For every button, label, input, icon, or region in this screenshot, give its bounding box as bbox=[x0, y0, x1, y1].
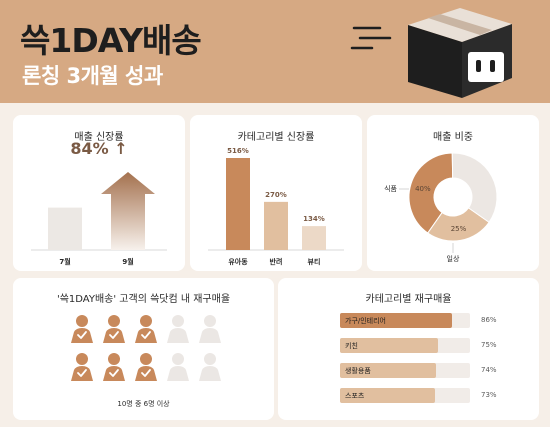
up-arrow-icon: ↑ bbox=[108, 139, 128, 158]
bar-반려 bbox=[264, 201, 288, 250]
hbar-row-가구/인테리어: 가구/인테리어 86% bbox=[340, 313, 528, 328]
tick-label-7월: 7월 bbox=[59, 257, 70, 266]
hbar-value-스포츠: 73% bbox=[481, 391, 497, 399]
hbar-value-생활용품: 74% bbox=[481, 366, 497, 374]
person-icon bbox=[165, 314, 191, 344]
hbar-label-키친: 키친 bbox=[345, 342, 358, 350]
hbar-fill-스포츠 bbox=[340, 388, 435, 403]
box-mascot-icon bbox=[350, 8, 512, 98]
category-repurchase-title: 카테고리별 재구매율 bbox=[365, 294, 452, 305]
hbar-fill-생활용품 bbox=[340, 363, 437, 378]
hbar-label-생활용품: 생활용품 bbox=[345, 367, 371, 375]
person-check-icon bbox=[101, 314, 127, 344]
person-icon bbox=[197, 314, 223, 344]
person-check-icon bbox=[69, 314, 95, 344]
sales-growth-title: 매출 신장률 bbox=[74, 132, 124, 143]
people-grid bbox=[69, 314, 229, 386]
data-label-반려: 270% bbox=[265, 191, 287, 199]
hbar-track: 키친 bbox=[340, 338, 470, 353]
speed-lines-icon bbox=[350, 26, 392, 50]
data-label-유아동: 516% bbox=[227, 147, 249, 155]
header-banner: 쓱1DAY배송 론칭 3개월 성과 bbox=[0, 0, 550, 103]
legend-label-식품: 식품 bbox=[384, 184, 397, 193]
sales-growth-value: 84% ↑ bbox=[13, 139, 185, 158]
hbar-row-스포츠: 스포츠 73% bbox=[340, 388, 528, 403]
bar-뷰티 bbox=[302, 226, 326, 250]
category-growth-chart: 516% 유아동 270% 반려 134% 뷰티 bbox=[208, 147, 344, 266]
hbar-row-생활용품: 생활용품 74% bbox=[340, 363, 528, 378]
data-label-일상: 25% bbox=[451, 225, 467, 233]
hbar-fill-가구/인테리어 bbox=[340, 313, 452, 328]
tick-label-9월: 9월 bbox=[122, 257, 133, 266]
data-label-뷰티: 134% bbox=[303, 215, 325, 223]
sales-growth-chart: 7월 9월 bbox=[31, 172, 167, 266]
hbar-track: 스포츠 bbox=[340, 388, 470, 403]
tick-label-반려: 반려 bbox=[270, 257, 283, 266]
slice-일상 bbox=[427, 207, 490, 242]
hbar-label-스포츠: 스포츠 bbox=[345, 392, 365, 400]
bar-9월 bbox=[101, 172, 155, 250]
legend-label-일상: 일상 bbox=[447, 254, 460, 263]
sales-growth-percent: 84% bbox=[70, 139, 109, 158]
repurchase-card: '쓱1DAY배송' 고객의 쓱닷컴 내 재구매율 10명 중 6명 이상 bbox=[13, 278, 274, 420]
category-share-title: 매출 비중 bbox=[433, 132, 473, 143]
hbar-value-가구/인테리어: 86% bbox=[481, 316, 497, 324]
person-icon bbox=[165, 352, 191, 382]
sales-growth-card: 매출 신장률 84% ↑ 7월 9월 bbox=[13, 115, 185, 271]
person-check-icon bbox=[69, 352, 95, 382]
person-check-icon bbox=[101, 352, 127, 382]
data-label-식품: 40% bbox=[415, 185, 431, 193]
category-repurchase-card: 카테고리별 재구매율 가구/인테리어 86% 키친 75% 생활용품 74% 스포츠 73% bbox=[278, 278, 539, 420]
hbar-fill-키친 bbox=[340, 338, 438, 353]
bar-7월 bbox=[48, 207, 82, 250]
category-growth-title: 카테고리별 신장률 bbox=[237, 132, 315, 143]
hbar-value-키친: 75% bbox=[481, 341, 497, 349]
hbar-row-키친: 키친 75% bbox=[340, 338, 528, 353]
person-check-icon bbox=[133, 314, 159, 344]
slice-기타 bbox=[451, 152, 498, 223]
repurchase-caption: 10명 중 6명 이상 bbox=[117, 400, 170, 408]
tick-label-뷰티: 뷰티 bbox=[308, 257, 321, 266]
tick-label-유아동: 유아동 bbox=[228, 257, 248, 266]
category-growth-card: 카테고리별 신장률 516% 유아동 270% 반려 134% 뷰티 bbox=[190, 115, 362, 271]
person-icon bbox=[197, 352, 223, 382]
page-title: 쓱1DAY배송 bbox=[20, 21, 202, 60]
repurchase-title: '쓱1DAY배송' 고객의 쓱닷컴 내 재구매율 bbox=[56, 294, 231, 305]
hbar-label-가구/인테리어: 가구/인테리어 bbox=[345, 317, 386, 325]
person-check-icon bbox=[133, 352, 159, 382]
hbar-track: 생활용품 bbox=[340, 363, 470, 378]
page-subtitle: 론칭 3개월 성과 bbox=[22, 64, 163, 88]
hbar-track: 가구/인테리어 bbox=[340, 313, 470, 328]
bar-유아동 bbox=[226, 158, 250, 250]
